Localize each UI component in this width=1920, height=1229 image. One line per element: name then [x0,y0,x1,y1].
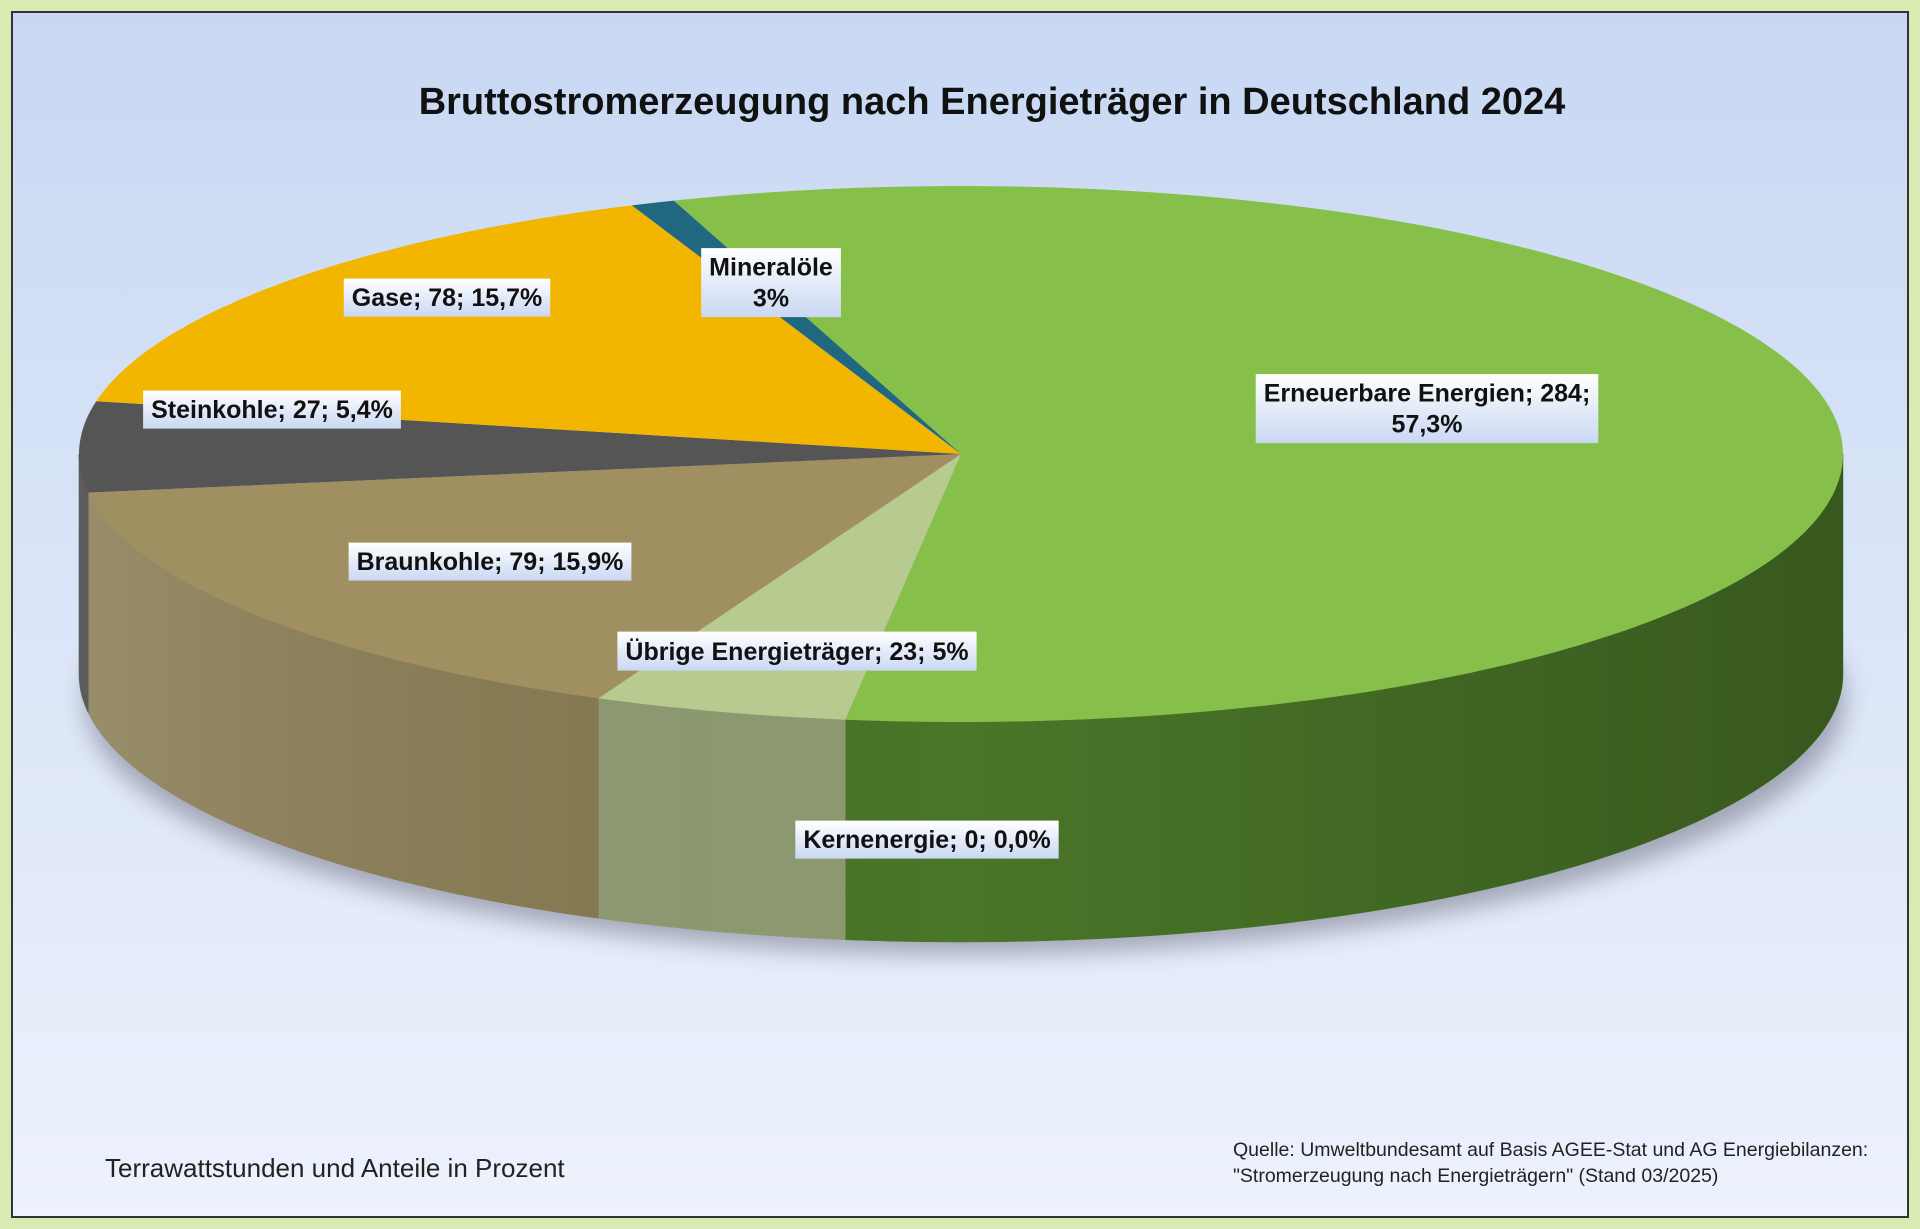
label-share: 0,0% [994,826,1051,854]
label-separator: ; [949,826,964,854]
data-label: Kernenergie; 0; 0,0% [795,820,1059,859]
label-separator: ; [413,284,428,312]
pie-slice [673,186,1843,722]
source-line: Quelle: Umweltbundesamt auf Basis AGEE-S… [1233,1139,1868,1161]
label-category: Steinkohle [151,396,278,424]
label-box [1255,374,1599,444]
label-value: 27 [293,396,321,424]
label-line: 3% [753,284,789,312]
label-separator: ; [874,638,889,666]
label-category: Gase [352,284,413,312]
label-line: Übrige Energieträger; 23; 5% [625,637,968,666]
label-line: Kernenergie; 0; 0,0% [803,826,1050,854]
data-label: Steinkohle; 27; 5,4% [143,390,401,429]
label-category: Braunkohle [357,548,495,576]
label-category: Kernenergie [803,826,949,854]
label-separator: ; [278,396,293,424]
label-box [795,820,1059,859]
label-share: 15,9% [553,548,624,576]
label-line: Steinkohle; 27; 5,4% [151,396,393,424]
label-separator: ; [537,548,552,576]
label-separator: ; [1525,379,1540,407]
label-box [143,390,401,429]
label-value: 284 [1540,379,1582,407]
chart-title: Bruttostromerzeugung nach Energieträger … [419,81,1566,123]
label-line: Gase; 78; 15,7% [352,284,542,312]
side-shade [79,454,1843,942]
data-label: Erneuerbare Energien; 284; 57,3% [1255,374,1599,444]
label-line: Erneuerbare Energien; 284; [1264,379,1591,407]
label-separator: ; [917,638,932,666]
label-box [348,542,632,581]
data-label: Mineralöle 3% [701,248,841,318]
label-category: Erneuerbare Energien [1264,379,1525,407]
label-value: 78 [428,284,456,312]
data-label: Übrige Energieträger; 23; 5% [617,631,977,671]
label-box [343,278,551,317]
label-line: Mineralöle [709,253,833,281]
label-box [701,248,841,318]
source-line: "Stromerzeugung nach Energieträgern" (St… [1233,1165,1718,1187]
label-share: 5,4% [336,396,393,424]
label-separator: ; [1582,379,1590,407]
data-labels: Erneuerbare Energien; 284; 57,3% Kernener… [143,248,1599,859]
label-separator: ; [978,826,993,854]
data-label: Braunkohle; 79; 15,9% [348,542,632,581]
label-value: 79 [509,548,537,576]
label-separator: ; [494,548,509,576]
data-label: Gase; 78; 15,7% [343,278,551,317]
label-separator: ; [321,396,336,424]
label-box [617,631,977,671]
label-category: Übrige Energieträger [625,637,874,666]
label-category: Mineralöle [709,253,833,281]
label-separator: ; [456,284,471,312]
pie-sides [78,453,1844,943]
label-share: 57,3% [1392,410,1463,438]
label-line: Braunkohle; 79; 15,9% [357,548,624,576]
label-line: 57,3% [1392,410,1463,438]
label-share: 3% [753,284,789,312]
unit-note: Terrawattstunden und Anteile in Prozent [105,1153,565,1183]
label-value: 0 [965,826,979,854]
label-value: 23 [889,638,917,666]
label-share: 15,7% [471,284,542,312]
label-share: 5% [932,638,968,666]
